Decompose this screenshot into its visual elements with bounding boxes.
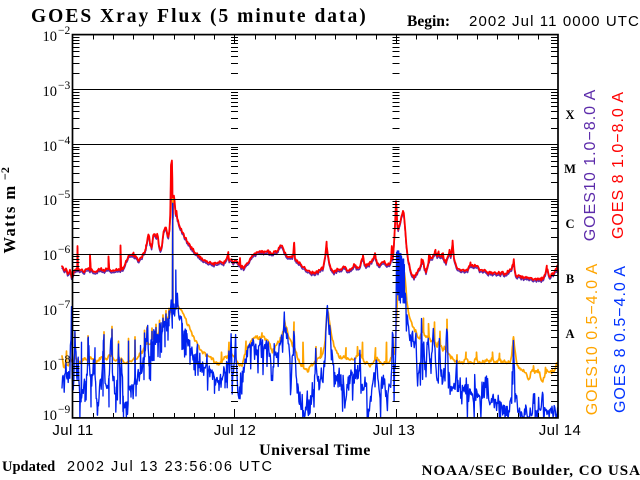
svg-text:10: 10 <box>43 139 58 155</box>
svg-text:10: 10 <box>43 303 58 319</box>
svg-text:B: B <box>566 272 574 286</box>
svg-text:10: 10 <box>43 193 58 209</box>
svg-text:−7: −7 <box>58 299 70 311</box>
svg-text:−5: −5 <box>58 189 70 201</box>
svg-text:GOES 8 0.5−4.0 A: GOES 8 0.5−4.0 A <box>612 265 629 413</box>
svg-text:M: M <box>564 162 576 176</box>
svg-text:Jul 13: Jul 13 <box>373 422 415 439</box>
svg-text:10: 10 <box>43 408 58 424</box>
svg-text:10: 10 <box>43 358 58 374</box>
svg-text:10: 10 <box>43 248 58 264</box>
svg-text:−6: −6 <box>58 244 70 256</box>
svg-text:2002 Jul 11 0000 UTC: 2002 Jul 11 0000 UTC <box>469 13 640 30</box>
svg-text:Jul 14: Jul 14 <box>539 422 581 439</box>
svg-text:−3: −3 <box>58 80 70 92</box>
svg-text:−8: −8 <box>58 354 70 366</box>
svg-text:−4: −4 <box>58 135 70 147</box>
svg-text:NOAA/SEC Boulder, CO USA: NOAA/SEC Boulder, CO USA <box>422 463 640 479</box>
svg-text:GOES Xray Flux (5 minute data): GOES Xray Flux (5 minute data) <box>31 6 368 27</box>
svg-text:GOES10 0.5−4.0 A: GOES10 0.5−4.0 A <box>584 263 601 416</box>
svg-text:C: C <box>565 217 574 231</box>
svg-text:−9: −9 <box>58 404 70 416</box>
svg-text:10: 10 <box>43 84 58 100</box>
svg-text:GOES 8 1.0−8.0 A: GOES 8 1.0−8.0 A <box>610 91 627 239</box>
svg-text:Jul 12: Jul 12 <box>214 422 256 439</box>
svg-text:2002 Jul 13 23:56:06 UTC: 2002 Jul 13 23:56:06 UTC <box>67 459 273 475</box>
svg-text:A: A <box>565 327 574 341</box>
svg-text:Begin:: Begin: <box>407 13 450 30</box>
svg-text:Watts m: Watts m <box>0 185 19 254</box>
svg-text:−2: −2 <box>58 25 70 37</box>
svg-text:Jul 11: Jul 11 <box>52 422 93 439</box>
svg-text:GOES10 1.0−8.0 A: GOES10 1.0−8.0 A <box>582 89 599 242</box>
svg-text:Updated: Updated <box>2 459 55 475</box>
svg-text:X: X <box>565 108 574 122</box>
svg-text:10: 10 <box>43 29 58 45</box>
svg-text:−2: −2 <box>0 167 12 180</box>
svg-text:Universal Time: Universal Time <box>259 442 371 459</box>
